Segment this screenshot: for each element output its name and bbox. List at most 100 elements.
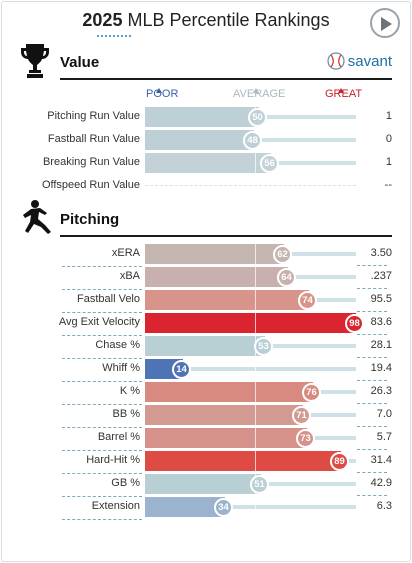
metric-label: Offspeed Run Value [41,179,140,191]
metric-row[interactable]: xBA 64 .237 [0,266,412,290]
metric-label: Fastball Run Value [47,133,140,145]
percentile-bar [145,130,254,150]
percentile-bubble: 71 [292,406,311,425]
average-line [255,267,256,287]
metric-value: 19.4 [370,362,392,374]
metric-value: 31.4 [370,454,392,466]
percentile-bubble: 34 [214,498,233,517]
metric-label: Pitching Run Value [47,110,140,122]
percentile-bar [145,336,265,356]
play-button[interactable] [370,8,400,38]
metric-label: xBA [119,270,140,282]
metric-row[interactable]: Avg Exit Velocity 98 83.6 [0,312,412,336]
average-line [255,451,256,471]
pitching-section-title: Pitching [60,211,120,228]
average-line [255,244,256,264]
percentile-bar [145,405,303,425]
value-separator [357,426,387,427]
percentile-bubble: 51 [250,475,269,494]
metric-value: 1 [385,110,392,122]
value-separator [357,495,387,496]
metric-row[interactable]: Pitching Run Value 50 1 [0,106,412,128]
metric-label: Fastball Velo [77,293,140,305]
value-section-title: Value [60,54,100,71]
pitcher-icon [20,199,54,242]
percentile-bubble: 74 [298,291,317,310]
percentile-bar [145,107,259,127]
play-icon [381,17,392,31]
value-separator [357,311,387,312]
metric-value: 7.0 [376,408,392,420]
percentile-bubble: 76 [302,383,321,402]
metric-row[interactable]: Chase % 53 28.1 [0,335,412,359]
metric-value: 3.50 [370,247,392,259]
percentile-bar [145,474,261,494]
value-separator [357,472,387,473]
metric-row[interactable]: Barrel % 73 5.7 [0,427,412,451]
metric-value: 5.7 [376,431,392,443]
scale-poor-label: POOR [146,88,179,100]
percentile-bubble: 89 [330,452,349,471]
metric-row[interactable]: Hard-Hit % 89 31.4 [0,450,412,474]
metric-row[interactable]: Whiff % 14 19.4 [0,358,412,382]
metric-value: .237 [370,270,392,282]
value-separator [357,288,387,289]
value-section-header: Value savant [20,44,392,80]
percentile-bar [145,153,271,173]
metric-label: Chase % [95,339,140,351]
metric-label: Barrel % [97,431,140,443]
average-line [255,382,256,402]
title-text: MLB Percentile Rankings [127,10,330,30]
metric-row[interactable]: BB % 71 7.0 [0,404,412,428]
metric-row[interactable]: Fastball Run Value 48 0 [0,129,412,151]
value-separator [357,449,387,450]
average-line [255,313,256,333]
percentile-bubble: 64 [277,268,296,287]
metric-row[interactable]: Fastball Velo 74 95.5 [0,289,412,313]
metric-label: BB % [112,408,140,420]
average-line [255,359,256,379]
metric-value: 26.3 [370,385,392,397]
metric-row[interactable]: xERA 62 3.50 [0,243,412,267]
baseball-icon [327,52,345,70]
pitching-section-header: Pitching [20,200,392,237]
savant-logo[interactable]: savant [327,52,392,70]
average-line [255,428,256,448]
metric-row[interactable]: K % 76 26.3 [0,381,412,405]
poor-marker-icon [156,88,162,93]
metric-row[interactable]: Offspeed Run Value -- [0,175,412,197]
metric-row[interactable]: GB % 51 42.9 [0,473,412,497]
metric-label: GB % [111,477,140,489]
value-separator [357,357,387,358]
percentile-bar [145,290,309,310]
empty-track [145,185,356,186]
percentile-bubble: 73 [296,429,315,448]
percentile-bar [145,382,313,402]
value-separator [357,380,387,381]
scale-great-label: GREAT [325,88,363,100]
trophy-icon [20,42,50,85]
metric-label: xERA [111,247,140,259]
section-rule [60,235,392,237]
average-line [255,405,256,425]
metric-row[interactable]: Breaking Run Value 56 1 [0,152,412,174]
section-rule [60,78,392,80]
percentile-bubble: 53 [254,337,273,356]
percentile-bar [145,497,225,517]
percentile-scale: POOR AVERAGE GREAT [0,88,412,108]
metric-label: K % [119,385,140,397]
metric-value: -- [384,179,392,191]
metric-row[interactable]: Extension 34 6.3 [0,496,412,520]
percentile-bubble: 98 [345,314,364,333]
percentile-bubble: 50 [248,108,267,127]
percentile-bar [145,313,356,333]
title-underline [97,35,131,37]
metric-value: 1 [385,156,392,168]
value-separator [357,334,387,335]
page-title: 2025 MLB Percentile Rankings [0,10,412,31]
metric-label: Avg Exit Velocity [58,316,140,328]
value-separator [357,403,387,404]
metric-label: Hard-Hit % [86,454,140,466]
average-line [255,497,256,517]
metric-value: 28.1 [370,339,392,351]
